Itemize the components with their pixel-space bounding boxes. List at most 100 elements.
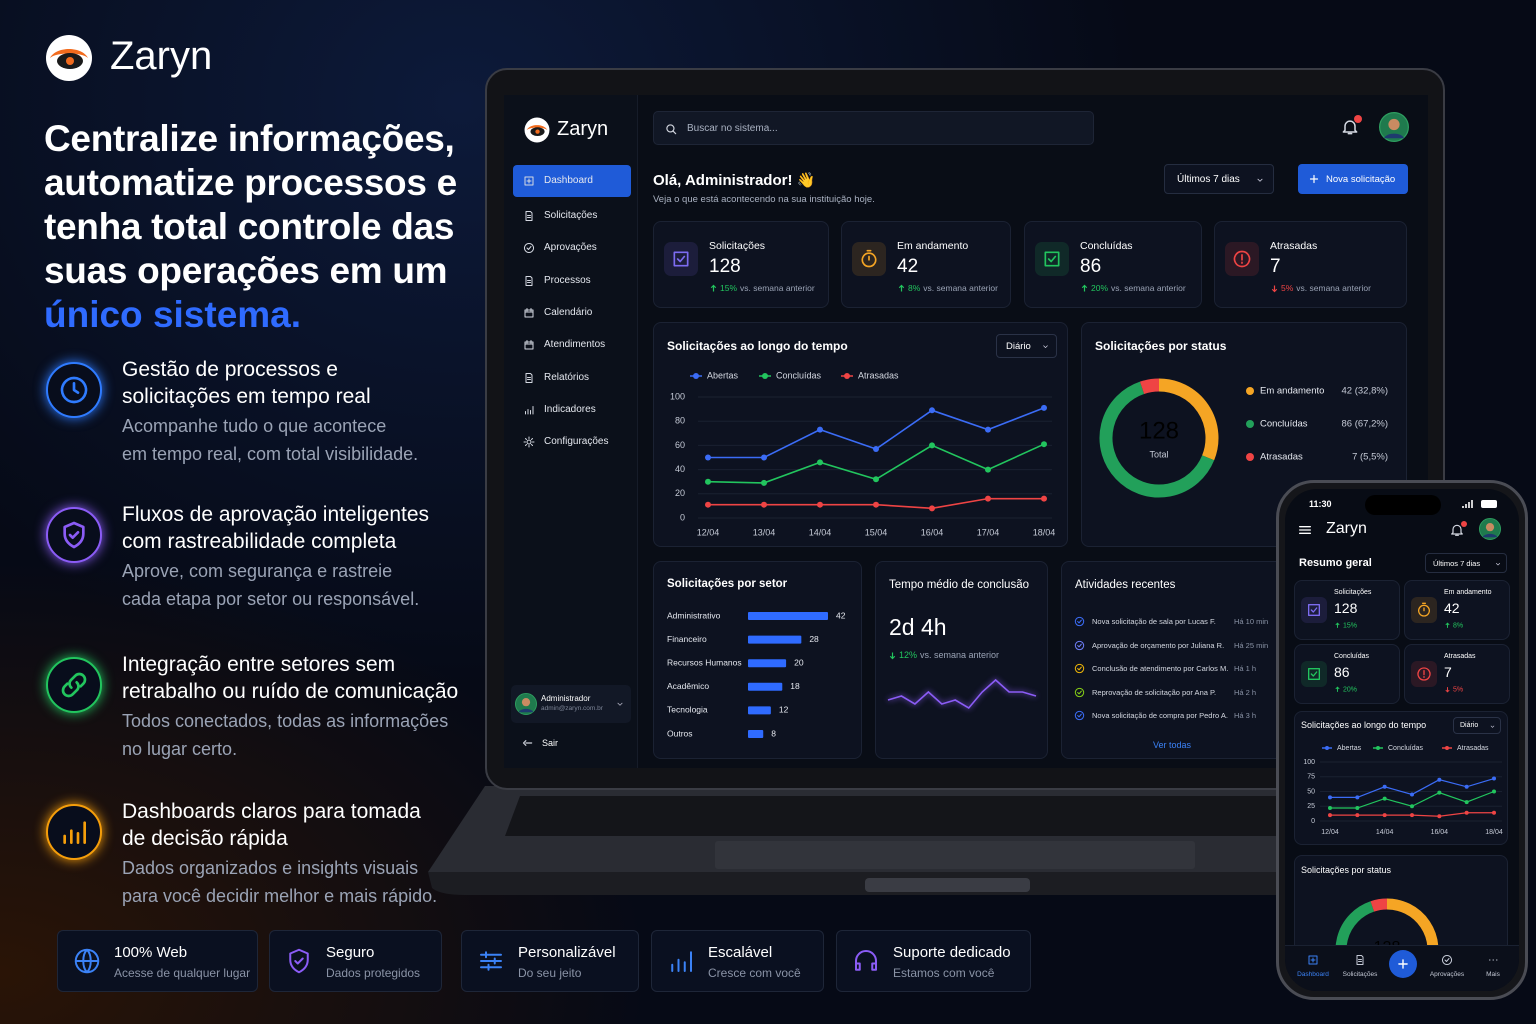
- kpi-change-text: vs. semana anterior: [740, 283, 815, 293]
- series-point: [873, 476, 879, 483]
- icon: [63, 821, 86, 844]
- y-tick-label: 0: [1311, 818, 1315, 825]
- y-tick-label: 0: [680, 512, 685, 522]
- nav-item[interactable]: Indicadores: [513, 394, 631, 426]
- nav-item[interactable]: Processos: [513, 265, 631, 297]
- subgreeting: Veja o que está acontecendo na sua insti…: [653, 194, 875, 205]
- bar: [748, 706, 771, 715]
- legend-label: Abertas: [707, 370, 739, 380]
- activities-link[interactable]: Ver todas: [1153, 740, 1192, 750]
- trend-arrow-path: [1445, 622, 1450, 628]
- feature-description: cada etapa por setor ou responsável.: [122, 589, 420, 609]
- nav-item[interactable]: Solicitações: [1336, 946, 1384, 986]
- kpi-change: 20%: [1343, 686, 1358, 694]
- nav-item[interactable]: Atendimentos: [513, 329, 631, 361]
- x-tick-label: 14/04: [809, 527, 832, 537]
- icon: [1490, 725, 1495, 728]
- icon: [60, 376, 88, 404]
- kpi-value: 128: [709, 256, 741, 277]
- badge-subtitle: Do seu jeito: [518, 966, 582, 980]
- nav-item[interactable]: Relatórios: [513, 362, 631, 394]
- series-point: [873, 446, 879, 453]
- chart-filter[interactable]: Diário: [996, 334, 1057, 358]
- period-dropdown[interactable]: Últimos 7 dias: [1425, 553, 1507, 573]
- kpi-change: 5%: [1281, 283, 1294, 293]
- series-point: [1355, 806, 1360, 811]
- legend-value: 86 (67,2%): [1342, 419, 1388, 430]
- icon: [1356, 955, 1364, 965]
- search-placeholder: Buscar no sistema...: [687, 123, 778, 134]
- icon: [1043, 345, 1048, 348]
- series-point: [929, 505, 935, 512]
- nav-item[interactable]: Aprovações: [513, 232, 631, 264]
- feature-title: Dashboards claros para tomada: [122, 800, 421, 823]
- trend-arrow: [710, 284, 717, 292]
- legend-dot: [1445, 746, 1449, 750]
- kpi-label: Solicitações: [709, 240, 766, 252]
- bar: [748, 659, 787, 668]
- nav-item[interactable]: Dashboard: [1289, 946, 1337, 986]
- legend-dot: [844, 373, 850, 379]
- user-menu[interactable]: Administrador admin@zaryn.com.br: [511, 685, 631, 723]
- avatar-head: [521, 698, 531, 707]
- series-point: [705, 454, 711, 461]
- icon-path: [525, 275, 533, 286]
- nav-item[interactable]: Calendário: [513, 297, 631, 329]
- y-tick-label: 25: [1307, 803, 1315, 810]
- activity-time: Há 10 min: [1234, 617, 1269, 626]
- icon-path: [289, 948, 309, 974]
- feature-description: Aprove, com segurança e rastreie: [122, 561, 393, 581]
- avatar: [1379, 112, 1409, 142]
- icon-path: [523, 436, 535, 448]
- donut-total: 128: [1139, 417, 1179, 444]
- icon: [1398, 959, 1408, 969]
- nav-item[interactable]: Solicitações: [513, 200, 631, 232]
- chart-filter[interactable]: Diário: [1453, 717, 1501, 734]
- icon-path: [63, 521, 85, 549]
- feature-description: Dados organizados e insights visuais: [122, 858, 419, 878]
- period-dropdown[interactable]: Últimos 7 dias: [1164, 164, 1274, 194]
- x-tick-label: 16/04: [921, 527, 944, 537]
- activity-time: Há 2 h: [1234, 687, 1257, 697]
- bar: [748, 612, 828, 620]
- search-box[interactable]: Buscar no sistema...: [653, 111, 1094, 145]
- sidebar: Zaryn Dashboard Solicitações Aprovações Proc…: [504, 95, 638, 768]
- icon: [1074, 640, 1085, 650]
- logout-label[interactable]: Sair: [542, 738, 559, 748]
- laptop-trackpad: [715, 841, 1195, 869]
- donut-chart: 128 Total Em andamento 42 (32,8%) Concluídas…: [1099, 378, 1388, 498]
- icon-path: [1257, 178, 1263, 182]
- y-tick-label: 20: [675, 488, 685, 498]
- new-request-button[interactable]: Nova solicitação: [1298, 164, 1408, 194]
- feature-title: Gestão de processos e: [122, 358, 338, 381]
- kpi-icon-bg: [1301, 597, 1327, 623]
- legend-value: 42 (32,8%): [1342, 386, 1388, 397]
- add-button[interactable]: [1389, 950, 1417, 978]
- icon-path: [671, 951, 692, 972]
- icon-path: [1233, 250, 1251, 268]
- nav-item[interactable]: Configurações: [513, 426, 631, 458]
- kpi-value: 128: [1334, 600, 1358, 616]
- avatar-body: [518, 708, 534, 713]
- kpi-value: 42: [897, 256, 919, 277]
- nav-item[interactable]: Aprovações: [1423, 946, 1471, 986]
- series-point: [929, 407, 935, 414]
- activity-text: Conclusão de atendimento por Carlos M.: [1092, 664, 1229, 673]
- feature-badge: Personalizável Do seu jeito: [461, 930, 639, 992]
- icon: [63, 521, 85, 549]
- series-point: [1328, 813, 1332, 818]
- kpi-card: Em andamento 42 8% vs. semana anterior: [841, 221, 1011, 308]
- sparkline: [887, 678, 1037, 710]
- nav-item[interactable]: Mais: [1469, 946, 1517, 986]
- feature-icon-ring: [46, 657, 102, 713]
- nav-item[interactable]: Dashboard: [513, 165, 631, 197]
- icon-path: [524, 340, 534, 350]
- logo-pupil: [66, 57, 74, 65]
- phone-brand: Zaryn: [1326, 520, 1367, 537]
- dot: [1461, 521, 1467, 527]
- kpi-change-text: vs. semana anterior: [923, 283, 998, 293]
- bar: [748, 730, 764, 738]
- x-tick-label: 15/04: [865, 527, 888, 537]
- trend-arrow-path: [1335, 686, 1340, 692]
- badge-title: Seguro: [326, 944, 375, 961]
